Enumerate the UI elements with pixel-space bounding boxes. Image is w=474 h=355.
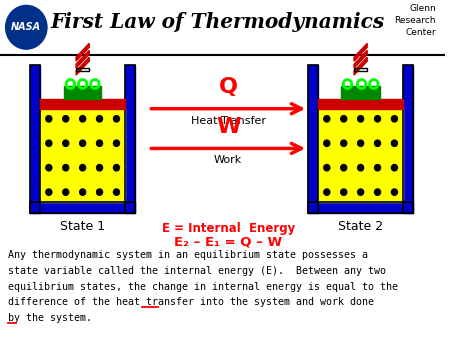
Polygon shape (76, 50, 89, 68)
Bar (125, 65, 135, 213)
Circle shape (6, 5, 47, 49)
Circle shape (357, 116, 364, 122)
Bar (76, 86, 89, 99)
Bar (76, 68, 89, 71)
Polygon shape (76, 43, 89, 61)
Text: Q: Q (219, 77, 237, 97)
Text: difference of the heat transfer into the system and work done: difference of the heat transfer into the… (8, 297, 374, 307)
Polygon shape (354, 43, 367, 61)
Circle shape (97, 116, 102, 122)
Polygon shape (354, 57, 367, 75)
Circle shape (46, 116, 52, 122)
Bar (30, 65, 40, 213)
Bar (125, 65, 135, 213)
Circle shape (113, 189, 119, 195)
Circle shape (392, 140, 397, 146)
Circle shape (341, 140, 346, 146)
Text: Heat Transfer: Heat Transfer (191, 116, 266, 126)
Polygon shape (76, 57, 89, 75)
Bar (30, 202, 135, 213)
Text: First Law of Thermodynamics: First Law of Thermodynamics (51, 12, 385, 32)
Bar (30, 65, 40, 213)
Bar (40, 109, 125, 202)
Text: state variable called the internal energy (E).  Between any two: state variable called the internal energ… (8, 266, 385, 275)
Text: State 2: State 2 (338, 220, 383, 233)
Polygon shape (354, 50, 367, 68)
Circle shape (374, 116, 381, 122)
Circle shape (324, 189, 330, 195)
Circle shape (80, 116, 86, 122)
Bar (341, 86, 354, 99)
Circle shape (374, 140, 381, 146)
Bar (308, 202, 413, 213)
Circle shape (374, 164, 381, 171)
Bar (40, 99, 125, 109)
Bar (367, 86, 380, 99)
Bar (308, 65, 319, 213)
Circle shape (46, 140, 52, 146)
Circle shape (341, 189, 346, 195)
Bar (308, 202, 413, 213)
Text: State 1: State 1 (60, 220, 105, 233)
Circle shape (97, 189, 102, 195)
Circle shape (392, 164, 397, 171)
Text: E = Internal  Energy: E = Internal Energy (162, 222, 295, 235)
Circle shape (63, 189, 69, 195)
Circle shape (341, 116, 346, 122)
Bar (76, 68, 89, 71)
Text: NASA: NASA (11, 22, 41, 32)
Circle shape (357, 189, 364, 195)
Bar (403, 65, 413, 213)
Circle shape (63, 140, 69, 146)
Circle shape (46, 164, 52, 171)
Circle shape (97, 164, 102, 171)
Text: E₂ – E₁ = Q – W: E₂ – E₁ = Q – W (174, 236, 283, 249)
Circle shape (80, 189, 86, 195)
Text: Glenn
Research
Center: Glenn Research Center (394, 4, 436, 37)
Circle shape (63, 116, 69, 122)
Text: by the system.: by the system. (8, 313, 91, 323)
Circle shape (341, 164, 346, 171)
Bar (319, 99, 403, 109)
Bar (30, 202, 135, 213)
Circle shape (374, 189, 381, 195)
Circle shape (324, 116, 330, 122)
Circle shape (113, 164, 119, 171)
Bar (308, 65, 319, 213)
Circle shape (357, 140, 364, 146)
Text: equilibrium states, the change in internal energy is equal to the: equilibrium states, the change in intern… (8, 282, 398, 291)
Bar (64, 86, 77, 99)
Circle shape (63, 164, 69, 171)
Bar (355, 86, 368, 99)
Circle shape (80, 140, 86, 146)
Circle shape (113, 140, 119, 146)
Circle shape (324, 164, 330, 171)
Bar (354, 68, 367, 71)
Circle shape (357, 164, 364, 171)
Bar (88, 86, 101, 99)
Text: W: W (216, 116, 240, 137)
Text: Work: Work (214, 155, 242, 165)
Bar (403, 65, 413, 213)
Circle shape (80, 164, 86, 171)
Circle shape (46, 189, 52, 195)
Circle shape (113, 116, 119, 122)
Circle shape (392, 189, 397, 195)
Circle shape (97, 140, 102, 146)
Bar (319, 109, 403, 202)
Circle shape (324, 140, 330, 146)
Text: Any thermodynamic system in an equilibrium state possesses a: Any thermodynamic system in an equilibri… (8, 250, 367, 260)
Circle shape (392, 116, 397, 122)
Bar (0, 2, 445, 57)
Bar (354, 68, 367, 71)
